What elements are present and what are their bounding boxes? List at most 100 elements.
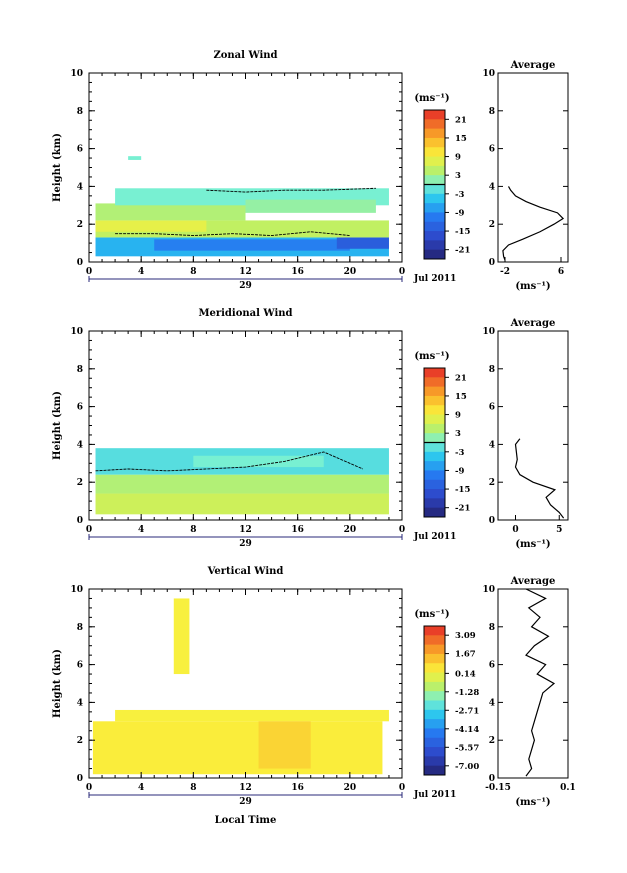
heatmap-data [92, 598, 389, 775]
colorbar-unit: (ms⁻¹) [414, 93, 449, 104]
heatmap-cell [95, 203, 246, 221]
x-tick-label: 12 [239, 525, 252, 535]
y-tick-label: 0 [77, 258, 83, 268]
colorbar-tick-label: -21 [455, 504, 470, 514]
colorbar-swatch [424, 119, 445, 130]
colorbar-tick-label: 0.14 [455, 669, 476, 679]
colorbar-swatch [424, 461, 445, 471]
colorbar-swatch [424, 184, 445, 195]
average-frame [497, 330, 569, 521]
x-tick-label: 20 [344, 783, 357, 793]
colorbar-swatch [424, 470, 445, 481]
average-profile-line [525, 588, 556, 777]
day-label: 29 [239, 539, 252, 549]
zero-contour [206, 187, 376, 193]
y-axis-title: Height (km) [52, 391, 63, 460]
heatmap-cell [154, 239, 350, 251]
colorbar-tick-label: -9 [455, 208, 465, 218]
average-x-tick-label: 0 [512, 525, 518, 535]
y-tick-label: 8 [77, 623, 83, 633]
y-tick-label: 0 [77, 516, 83, 526]
y-tick-label: 2 [77, 478, 83, 488]
y-axis-title: Height (km) [52, 133, 63, 202]
average-y-tick-label: 4 [489, 182, 495, 192]
colorbar-tick-label: -7.00 [455, 762, 479, 772]
colorbar-swatch [424, 672, 445, 683]
colorbar-swatch [424, 719, 445, 729]
average-y-tick-label: 8 [489, 365, 495, 375]
colorbar-swatch [424, 212, 445, 223]
average-frame [497, 588, 569, 779]
colorbar-swatch [424, 663, 445, 674]
average-y-tick-label: 0 [489, 258, 495, 268]
colorbar-swatch [424, 700, 445, 711]
colorbar-tick-label: -9 [455, 466, 465, 476]
colorbar-tick-label: 9 [455, 411, 461, 421]
average-title: Average [510, 576, 556, 587]
colorbar-tick-label: -5.57 [455, 743, 479, 753]
colorbar-tick-label: 3.09 [455, 631, 476, 641]
x-tick-label: 0 [399, 525, 405, 535]
average-x-tick-label: 5 [556, 525, 562, 535]
colorbar-swatch [424, 728, 445, 739]
colorbar-swatch [424, 368, 445, 378]
average-frame [497, 72, 569, 263]
date-label: Jul 2011 [413, 532, 456, 542]
average-y-tick-label: 10 [482, 327, 495, 337]
average-profile-line [514, 438, 565, 519]
heatmap-cell [128, 156, 142, 160]
colorbar-tick-label: -1.28 [455, 688, 479, 698]
day-label: 29 [239, 281, 252, 291]
colorbar-swatch [424, 451, 445, 462]
average-x-tick-label: -2 [500, 267, 510, 277]
date-label: Jul 2011 [413, 790, 456, 800]
colorbar-swatch [424, 498, 445, 509]
colorbar-tick-label: 3 [455, 171, 461, 181]
average-y-tick-label: 10 [482, 585, 495, 595]
heatmap-data [95, 448, 389, 515]
colorbar-swatch [424, 249, 445, 260]
x-tick-label: 16 [291, 267, 304, 277]
colorbar-tick-label: -4.14 [455, 725, 479, 735]
heatmap-cell [95, 474, 389, 494]
colorbar-swatch [424, 110, 445, 120]
y-tick-label: 4 [77, 698, 83, 708]
x-tick-label: 0 [399, 267, 405, 277]
average-x-unit: (ms⁻¹) [515, 797, 550, 808]
x-tick-label: 4 [138, 783, 144, 793]
average-x-unit: (ms⁻¹) [515, 539, 550, 550]
panel-title: Meridional Wind [198, 308, 292, 319]
average-y-tick-label: 10 [482, 69, 495, 79]
x-axis-title: Local Time [215, 815, 277, 826]
heatmap-data [95, 156, 389, 257]
x-tick-label: 16 [291, 525, 304, 535]
x-tick-label: 0 [86, 525, 92, 535]
average-y-tick-label: 0 [489, 774, 495, 784]
average-y-tick-label: 2 [489, 736, 495, 746]
y-tick-label: 10 [70, 327, 83, 337]
average-title: Average [510, 60, 556, 71]
colorbar-swatch [424, 442, 445, 453]
colorbar-swatch [424, 240, 445, 251]
colorbar-swatch [424, 653, 445, 664]
average-y-tick-label: 8 [489, 107, 495, 117]
colorbar-tick-label: -3 [455, 448, 465, 458]
colorbar-swatch [424, 709, 445, 720]
y-tick-label: 2 [77, 220, 83, 230]
colorbar-swatch [424, 175, 445, 185]
colorbar-swatch [424, 165, 445, 176]
x-tick-label: 0 [399, 783, 405, 793]
heatmap-cell [92, 721, 383, 775]
average-y-tick-label: 6 [489, 145, 495, 155]
colorbar-tick-label: 1.67 [455, 650, 476, 660]
date-label: Jul 2011 [413, 274, 456, 284]
colorbar-swatch [424, 386, 445, 397]
average-x-unit: (ms⁻¹) [515, 281, 550, 292]
x-tick-label: 0 [86, 783, 92, 793]
heatmap-cell [115, 709, 389, 722]
x-tick-label: 16 [291, 783, 304, 793]
colorbar-swatch [424, 737, 445, 748]
average-profile-line [502, 186, 565, 261]
